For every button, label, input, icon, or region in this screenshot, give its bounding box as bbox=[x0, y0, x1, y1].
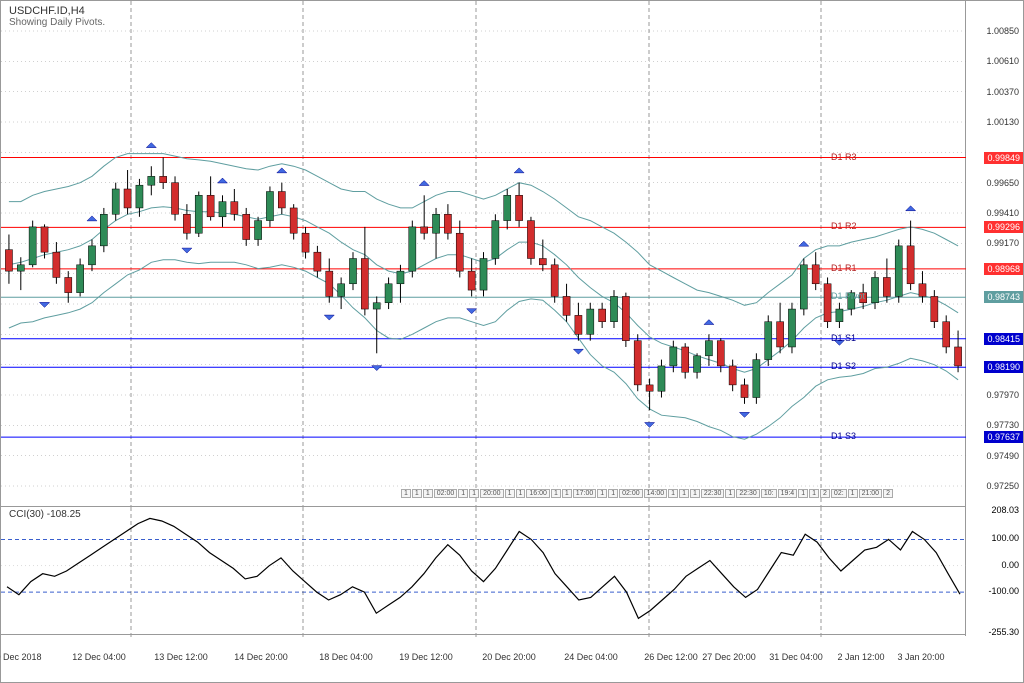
timestamp-box: 17:00 bbox=[573, 489, 597, 498]
x-tick-label: 2 Jan 12:00 bbox=[837, 652, 884, 662]
timestamp-box: 02:00 bbox=[619, 489, 643, 498]
x-tick-label: 27 Dec 20:00 bbox=[702, 652, 756, 662]
trade-timestamps-bar: 11102:001120:001116:001117:001102:0014:0… bbox=[401, 488, 955, 502]
cci-title: CCI(30) -108.25 bbox=[9, 509, 81, 520]
timestamp-box: 1 bbox=[412, 489, 422, 498]
timestamp-box: 1 bbox=[469, 489, 479, 498]
x-tick-label: 19 Dec 12:00 bbox=[399, 652, 453, 662]
timestamp-box: 14:00 bbox=[644, 489, 668, 498]
timestamp-box: 19:4 bbox=[778, 489, 798, 498]
x-tick-label: 18 Dec 04:00 bbox=[319, 652, 373, 662]
pivot-label: D1 Pivot bbox=[831, 291, 865, 301]
cci-y-tick-label: 0.00 bbox=[1001, 560, 1019, 570]
timestamp-box: 16:00 bbox=[526, 489, 550, 498]
x-tick-label: 31 Dec 04:00 bbox=[769, 652, 823, 662]
x-tick-label: 3 Jan 20:00 bbox=[897, 652, 944, 662]
timestamp-box: 1 bbox=[401, 489, 411, 498]
timestamp-box: 1 bbox=[809, 489, 819, 498]
timestamp-box: 1 bbox=[551, 489, 561, 498]
cci-y-tick-label: 100.00 bbox=[991, 533, 1019, 543]
x-tick-label: 20 Dec 20:00 bbox=[482, 652, 536, 662]
y-tick-label: 0.99170 bbox=[986, 238, 1019, 248]
timestamp-box: 10: bbox=[761, 489, 777, 498]
timestamp-box: 1 bbox=[848, 489, 858, 498]
timestamp-box: 22:30 bbox=[736, 489, 760, 498]
x-tick-label: 26 Dec 12:00 bbox=[644, 652, 698, 662]
pivot-label: D1 S1 bbox=[831, 333, 856, 343]
cci-y-tick-label: -100.00 bbox=[988, 586, 1019, 596]
time-x-axis: 10 Dec 2018 12 Dec 04:00 13 Dec 12:00 14 De… bbox=[1, 634, 966, 682]
price-chart[interactable]: 11102:001120:001116:001117:001102:0014:0… bbox=[1, 1, 966, 506]
y-tick-label: 0.97970 bbox=[986, 390, 1019, 400]
timestamp-box: 1 bbox=[725, 489, 735, 498]
timestamp-box: 1 bbox=[562, 489, 572, 498]
y-tick-label: 1.00130 bbox=[986, 117, 1019, 127]
x-tick-label: 12 Dec 04:00 bbox=[72, 652, 126, 662]
chart-title-area: USDCHF.ID,H4 Showing Daily Pivots. bbox=[9, 5, 105, 28]
timestamp-box: 1 bbox=[690, 489, 700, 498]
price-tag: 0.99296 bbox=[984, 221, 1023, 233]
timestamp-box: 1 bbox=[423, 489, 433, 498]
y-tick-label: 0.97490 bbox=[986, 451, 1019, 461]
price-tag: 0.97637 bbox=[984, 431, 1023, 443]
timestamp-box: 1 bbox=[798, 489, 808, 498]
timestamp-box: 2 bbox=[883, 489, 893, 498]
price-tag: 0.98968 bbox=[984, 263, 1023, 275]
timestamp-box: 1 bbox=[516, 489, 526, 498]
timestamp-box: 1 bbox=[458, 489, 468, 498]
pivot-label: D1 R2 bbox=[831, 221, 857, 231]
pivot-label: D1 R1 bbox=[831, 263, 857, 273]
timestamp-box: 2 bbox=[820, 489, 830, 498]
price-tag: 0.98190 bbox=[984, 361, 1023, 373]
timestamp-box: 02: bbox=[831, 489, 847, 498]
timestamp-box: 1 bbox=[597, 489, 607, 498]
x-tick-label: 10 Dec 2018 bbox=[0, 652, 42, 662]
chart-container: USDCHF.ID,H4 Showing Daily Pivots. 11102… bbox=[0, 0, 1024, 683]
x-tick-label: 13 Dec 12:00 bbox=[154, 652, 208, 662]
chart-subtitle: Showing Daily Pivots. bbox=[9, 17, 105, 28]
timestamp-box: 02:00 bbox=[434, 489, 458, 498]
timestamp-box: 21:00 bbox=[859, 489, 883, 498]
cci-indicator-chart[interactable]: CCI(30) -108.25 bbox=[1, 506, 966, 636]
y-tick-label: 1.00370 bbox=[986, 87, 1019, 97]
chart-title: USDCHF.ID,H4 bbox=[9, 5, 105, 17]
price-tag: 0.98743 bbox=[984, 291, 1023, 303]
cci-y-tick-label: -255.30 bbox=[988, 627, 1019, 637]
x-tick-label: 14 Dec 20:00 bbox=[234, 652, 288, 662]
y-tick-label: 0.97250 bbox=[986, 481, 1019, 491]
pivot-label: D1 S3 bbox=[831, 431, 856, 441]
timestamp-box: 1 bbox=[608, 489, 618, 498]
price-y-axis: 0.99849 0.99296 0.98968 0.98743 0.98415 0.981… bbox=[965, 1, 1023, 506]
y-tick-label: 0.99650 bbox=[986, 178, 1019, 188]
y-tick-label: 0.97730 bbox=[986, 420, 1019, 430]
price-tag: 0.98415 bbox=[984, 333, 1023, 345]
cci-y-tick-label: 208.03 bbox=[991, 505, 1019, 515]
timestamp-box: 1 bbox=[505, 489, 515, 498]
price-tag: 0.99849 bbox=[984, 152, 1023, 164]
timestamp-box: 20:00 bbox=[480, 489, 504, 498]
y-tick-label: 0.99410 bbox=[986, 208, 1019, 218]
y-tick-label: 1.00610 bbox=[986, 56, 1019, 66]
pivot-label: D1 R3 bbox=[831, 152, 857, 162]
timestamp-box: 22:30 bbox=[701, 489, 725, 498]
cci-y-axis: -255.30 -100.00 0.00 100.00 208.03 bbox=[965, 506, 1023, 636]
x-tick-label: 24 Dec 04:00 bbox=[564, 652, 618, 662]
timestamp-box: 1 bbox=[679, 489, 689, 498]
timestamp-box: 1 bbox=[668, 489, 678, 498]
y-tick-label: 1.00850 bbox=[986, 26, 1019, 36]
pivot-label: D1 S2 bbox=[831, 361, 856, 371]
